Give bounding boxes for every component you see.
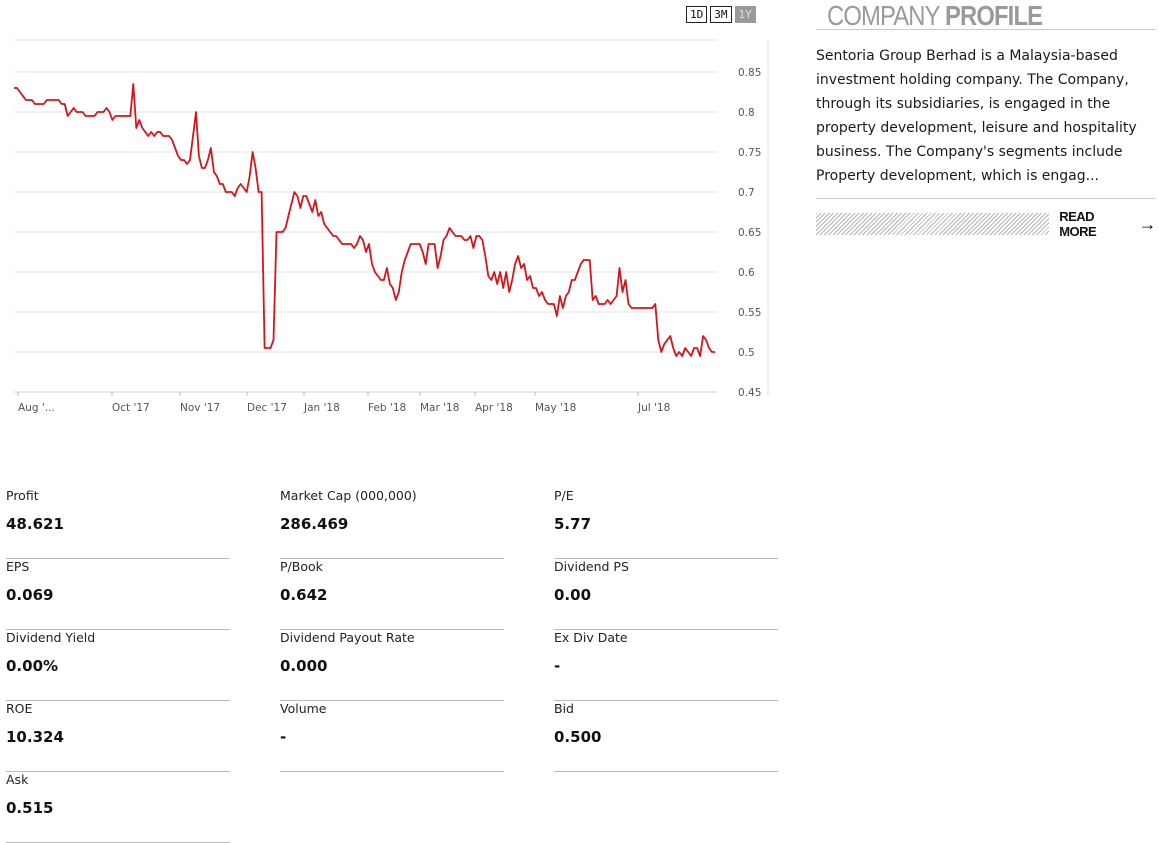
stat-label: Ask bbox=[6, 772, 29, 787]
stat-label: Market Cap (000,000) bbox=[280, 488, 417, 503]
stat-label: P/E bbox=[554, 488, 574, 503]
stat-label: Bid bbox=[554, 701, 574, 716]
stat-cell: Bid 0.500 bbox=[554, 701, 778, 772]
x-tick-label: Aug '... bbox=[18, 402, 55, 414]
stat-label: EPS bbox=[6, 559, 30, 574]
stat-value: - bbox=[280, 728, 287, 746]
stat-label: Dividend Payout Rate bbox=[280, 630, 415, 645]
stat-value: 0.642 bbox=[280, 586, 328, 604]
x-tick-label: Oct '17 bbox=[112, 402, 150, 414]
y-tick-label: 0.7 bbox=[738, 187, 755, 199]
stat-cell: Dividend Payout Rate 0.000 bbox=[280, 630, 504, 701]
read-more-label: READ MORE bbox=[1059, 209, 1097, 239]
stat-label: Ex Div Date bbox=[554, 630, 628, 645]
stat-label: Dividend PS bbox=[554, 559, 629, 574]
read-more-link[interactable]: READ MORE → bbox=[1059, 209, 1156, 239]
y-tick-label: 0.85 bbox=[738, 67, 761, 79]
stat-label: Dividend Yield bbox=[6, 630, 96, 645]
y-tick-label: 0.65 bbox=[738, 227, 761, 239]
price-series-line bbox=[14, 83, 715, 357]
price-chart: 0.85 0.8 0.75 0.7 0.65 0.6 0.55 0.5 0.45 Aug '...… bbox=[14, 39, 769, 414]
stat-value: 0.00% bbox=[6, 657, 59, 675]
stat-cell: EPS 0.069 bbox=[6, 559, 230, 630]
hatch-decoration bbox=[816, 213, 1050, 235]
stat-value: 0.515 bbox=[6, 799, 54, 817]
stat-cell: Ex Div Date - bbox=[554, 630, 778, 701]
x-tick-label: Dec '17 bbox=[247, 402, 287, 414]
profile-description: Sentoria Group Berhad is a Malaysia-base… bbox=[816, 48, 1137, 184]
stat-cell: Market Cap (000,000) 286.469 bbox=[280, 488, 504, 559]
x-tick-label: Jan '18 bbox=[303, 402, 340, 414]
stat-value: 0.00 bbox=[554, 586, 592, 604]
stat-cell: Profit 48.621 bbox=[6, 488, 230, 559]
range-1y-button[interactable]: 1Y bbox=[734, 6, 756, 23]
stat-value: 48.621 bbox=[6, 515, 64, 533]
stat-value: - bbox=[554, 657, 561, 675]
x-tick-label: May '18 bbox=[535, 402, 576, 414]
x-tick-label: Apr '18 bbox=[475, 402, 513, 414]
stat-value: 5.77 bbox=[554, 515, 592, 533]
stat-cell: ROE 10.324 bbox=[6, 701, 230, 772]
y-tick-label: 0.5 bbox=[738, 347, 755, 359]
stat-label: Profit bbox=[6, 488, 39, 503]
company-profile: COMPANY PROFILE Sentoria Group Berhad is… bbox=[816, 0, 1156, 239]
stat-cell: Ask 0.515 bbox=[6, 772, 230, 843]
range-3m-button[interactable]: 3M bbox=[710, 6, 732, 23]
profile-title-light: COMPANY bbox=[827, 0, 940, 31]
range-selector: 1D 3M 1Y bbox=[686, 6, 756, 23]
stat-cell: Dividend PS 0.00 bbox=[554, 559, 778, 630]
profile-divider bbox=[816, 29, 1156, 30]
stat-value: 0.500 bbox=[554, 728, 602, 746]
y-tick-label: 0.8 bbox=[738, 107, 755, 119]
x-tick-label: Mar '18 bbox=[420, 402, 459, 414]
stat-value: 0.069 bbox=[6, 586, 54, 604]
y-tick-label: 0.75 bbox=[738, 147, 761, 159]
stat-cell: P/Book 0.642 bbox=[280, 559, 504, 630]
stat-cell: P/E 5.77 bbox=[554, 488, 778, 559]
stat-cell: Dividend Yield 0.00% bbox=[6, 630, 230, 701]
profile-title: COMPANY PROFILE bbox=[827, 0, 1107, 32]
profile-title-bold: PROFILE bbox=[944, 0, 1043, 31]
arrow-right-icon: → bbox=[1138, 213, 1157, 234]
stat-value: 0.000 bbox=[280, 657, 328, 675]
stat-cell: Volume - bbox=[280, 701, 504, 772]
x-tick-label: Jul '18 bbox=[637, 402, 670, 414]
x-tick-label: Nov '17 bbox=[180, 402, 220, 414]
stat-value: 286.469 bbox=[280, 515, 349, 533]
range-1d-button[interactable]: 1D bbox=[686, 6, 708, 23]
stat-value: 10.324 bbox=[6, 728, 64, 746]
x-tick-label: Feb '18 bbox=[368, 402, 406, 414]
y-tick-label: 0.45 bbox=[738, 387, 761, 399]
stat-label: P/Book bbox=[280, 559, 323, 574]
stat-label: ROE bbox=[6, 701, 33, 716]
stat-label: Volume bbox=[280, 701, 327, 716]
y-tick-label: 0.6 bbox=[738, 267, 755, 279]
y-tick-label: 0.55 bbox=[738, 307, 761, 319]
profile-footer: READ MORE → bbox=[816, 198, 1156, 239]
